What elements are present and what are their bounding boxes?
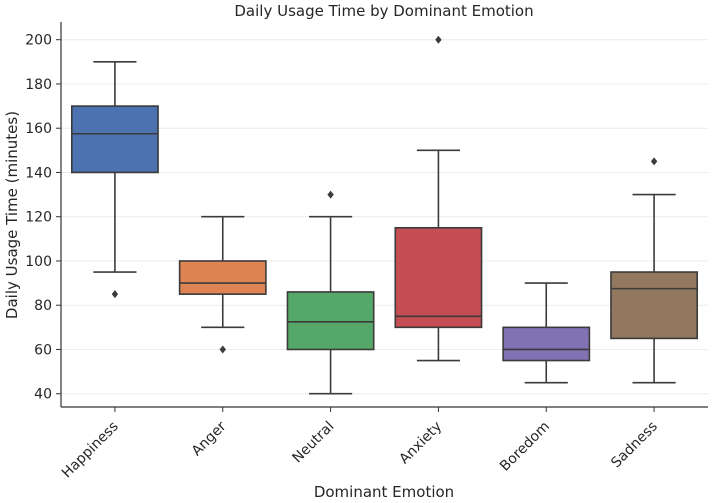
y-tick-label: 80 [34,298,52,314]
sadness-outlier-point [650,157,658,166]
x-axis-label: Dominant Emotion [314,483,454,501]
anger-box [178,260,267,295]
chart-title: Daily Usage Time by Dominant Emotion [234,2,533,20]
x-tick-label-sadness: Sadness [608,419,661,472]
x-tick-label-happiness: Happiness [59,419,122,482]
y-tick-label: 60 [34,342,52,358]
anxiety-box [394,226,483,329]
box-group-boredom [502,282,591,384]
box-group-anger [178,215,267,354]
y-tick-label: 200 [25,33,52,49]
axis-layer: 40 60 80 100 120 140 160 180 200 Happiness Anger Ne… [25,22,708,481]
box-group-neutral [286,190,375,395]
grid-layer [61,39,708,395]
neutral-box [286,291,375,351]
y-tick-label: 120 [25,210,52,226]
sadness-box [610,271,699,340]
anxiety-outlier-point [435,35,442,44]
box-layer [70,35,699,395]
x-tick-label-anger: Anger [189,418,230,459]
happiness-box [70,105,159,174]
box-group-happiness [70,61,159,299]
happiness-outlier-point [111,290,119,299]
y-axis-label: Daily Usage Time (minutes) [3,111,21,319]
x-tick-label-anxiety: Anxiety [396,419,445,468]
box-group-sadness [610,157,699,384]
y-tick-label: 160 [25,121,52,137]
x-tick-label-neutral: Neutral [290,419,338,467]
box-group-anxiety [394,35,483,362]
boredom-box [502,326,591,362]
y-tick-label: 180 [25,77,52,93]
anger-outlier-point [219,345,226,354]
x-tick-label-boredom: Boredom [497,419,553,475]
y-tick-label: 40 [34,387,52,403]
y-tick-label: 100 [25,254,52,270]
y-tick-label: 140 [25,165,52,181]
neutral-outlier-point [327,190,334,199]
